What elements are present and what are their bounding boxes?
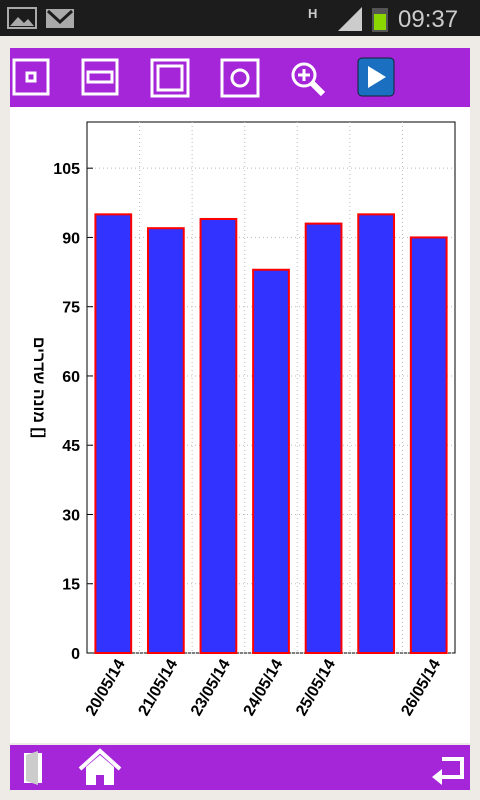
y-tick-label: 45 xyxy=(62,438,80,455)
bar xyxy=(252,268,290,654)
bottom-bar xyxy=(10,745,470,790)
y-tick-label: 90 xyxy=(62,230,80,247)
home-button[interactable] xyxy=(78,748,122,785)
y-tick-label: 0 xyxy=(71,646,80,663)
gallery-icon xyxy=(7,7,37,29)
mail-icon-shape xyxy=(46,9,74,25)
bar xyxy=(409,236,448,654)
x-tick-label: 21/05/14 xyxy=(135,656,181,719)
back-button[interactable] xyxy=(432,757,464,785)
exit-button[interactable] xyxy=(24,751,42,785)
bar xyxy=(199,217,238,655)
y-axis-label: מונה שדרים [] xyxy=(30,337,47,438)
x-tick-label: 23/05/14 xyxy=(188,656,234,719)
bar xyxy=(304,222,343,654)
bar xyxy=(94,213,133,654)
battery-level xyxy=(374,14,386,30)
y-tick-label: 60 xyxy=(62,369,80,386)
network-type: H xyxy=(308,6,317,21)
zoom-width-button[interactable] xyxy=(81,58,119,96)
gallery-icon-shape xyxy=(10,17,34,26)
zoom-round-button[interactable] xyxy=(220,58,260,98)
x-tick-label: 20/05/14 xyxy=(83,656,129,719)
bar xyxy=(357,213,396,654)
play-button[interactable] xyxy=(357,57,395,97)
y-tick-label: 105 xyxy=(53,161,80,178)
y-tick-label: 30 xyxy=(62,507,80,524)
zoom-fit-button[interactable] xyxy=(150,58,190,98)
clock: 09:37 xyxy=(398,6,458,33)
status-bar: H 09:37 xyxy=(0,0,480,36)
chart: 0 15 30 45 60 75 90 105 מונה שדרים [] 20/05/14 21/… xyxy=(10,107,470,743)
x-tick-label: 26/05/14 xyxy=(398,656,444,719)
zoom-small-button[interactable] xyxy=(12,58,50,96)
toolbar xyxy=(10,48,470,107)
bar xyxy=(146,227,185,654)
y-tick-label: 15 xyxy=(62,577,80,594)
y-tick-label: 75 xyxy=(62,300,80,317)
x-tick-label: 25/05/14 xyxy=(293,656,339,719)
x-tick-label: 24/05/14 xyxy=(241,656,287,719)
zoom-in-button[interactable] xyxy=(291,62,326,97)
signal-icon xyxy=(338,7,362,31)
